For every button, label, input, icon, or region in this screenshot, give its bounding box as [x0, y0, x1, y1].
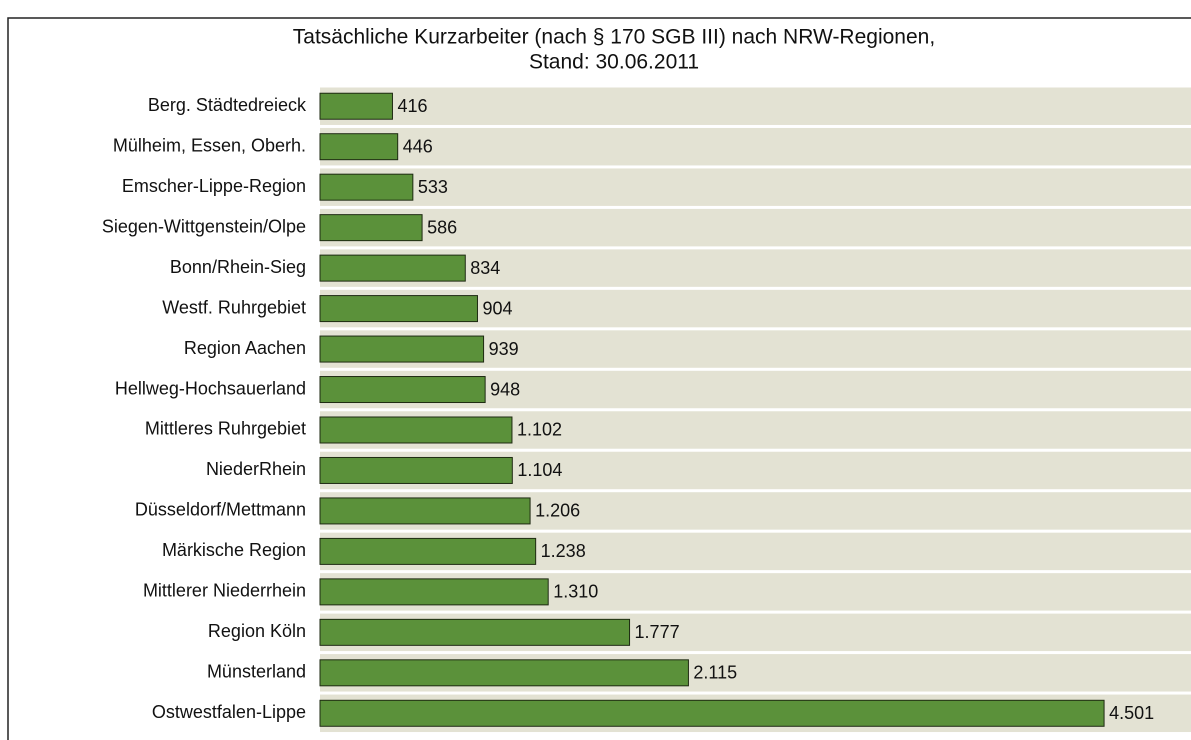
- chart-title: Stand: 30.06.2011: [529, 51, 699, 74]
- value-label: 939: [489, 339, 519, 359]
- category-label: Emscher-Lippe-Region: [122, 176, 306, 196]
- bar: [319, 537, 537, 565]
- bar: [319, 214, 423, 242]
- category-label: Bonn/Rhein-Sieg: [170, 257, 306, 277]
- category-label: Düsseldorf/Mettmann: [135, 500, 306, 520]
- bar: [319, 335, 485, 363]
- category-label: Westf. Ruhrgebiet: [162, 297, 306, 317]
- bar: [319, 92, 393, 120]
- bar: [319, 416, 513, 444]
- bar: [319, 659, 689, 687]
- bar: [319, 295, 478, 323]
- category-label: Mülheim, Essen, Oberh.: [113, 135, 306, 155]
- value-label: 1.777: [635, 622, 680, 642]
- value-label: 586: [427, 217, 457, 237]
- value-label: 834: [470, 258, 500, 278]
- bar: [319, 376, 486, 404]
- row-band: [320, 127, 1191, 166]
- category-label: Region Köln: [208, 621, 306, 641]
- category-label: Mittlerer Niederrhein: [143, 581, 306, 601]
- value-label: 4.501: [1109, 703, 1154, 723]
- row-band: [320, 208, 1191, 247]
- row-band: [320, 87, 1191, 125]
- value-label: 1.310: [553, 582, 598, 602]
- category-label: Berg. Städtedreieck: [148, 95, 307, 115]
- category-label: Hellweg-Hochsauerland: [115, 378, 306, 398]
- value-label: 2.115: [693, 663, 737, 683]
- value-label: 1.102: [517, 420, 562, 440]
- bar: [319, 578, 549, 606]
- bar: [319, 699, 1105, 727]
- bar: [319, 618, 631, 646]
- value-label: 1.104: [517, 460, 562, 480]
- value-label: 904: [482, 298, 512, 318]
- frame: [7, 17, 1191, 740]
- category-label: NiederRhein: [206, 459, 306, 479]
- category-label: Ostwestfalen-Lippe: [152, 702, 306, 722]
- value-label: 1.238: [541, 541, 586, 561]
- category-label: Siegen-Wittgenstein/Olpe: [102, 216, 306, 236]
- value-label: 446: [403, 136, 433, 156]
- bar: [319, 173, 414, 201]
- bar: [319, 497, 531, 525]
- category-label: Münsterland: [207, 662, 306, 682]
- category-label: Region Aachen: [184, 338, 306, 358]
- value-label: 416: [397, 96, 427, 116]
- chart-title: Tatsächliche Kurzarbeiter (nach § 170 SG…: [293, 26, 935, 49]
- category-label: Mittleres Ruhrgebiet: [145, 419, 306, 439]
- category-label: Märkische Region: [162, 540, 306, 560]
- value-label: 1.206: [535, 501, 580, 521]
- bar: [319, 133, 399, 161]
- value-label: 948: [490, 379, 520, 399]
- value-label: 533: [418, 177, 448, 197]
- bar: [319, 456, 513, 484]
- row-band: [320, 168, 1191, 206]
- bar: [319, 254, 466, 282]
